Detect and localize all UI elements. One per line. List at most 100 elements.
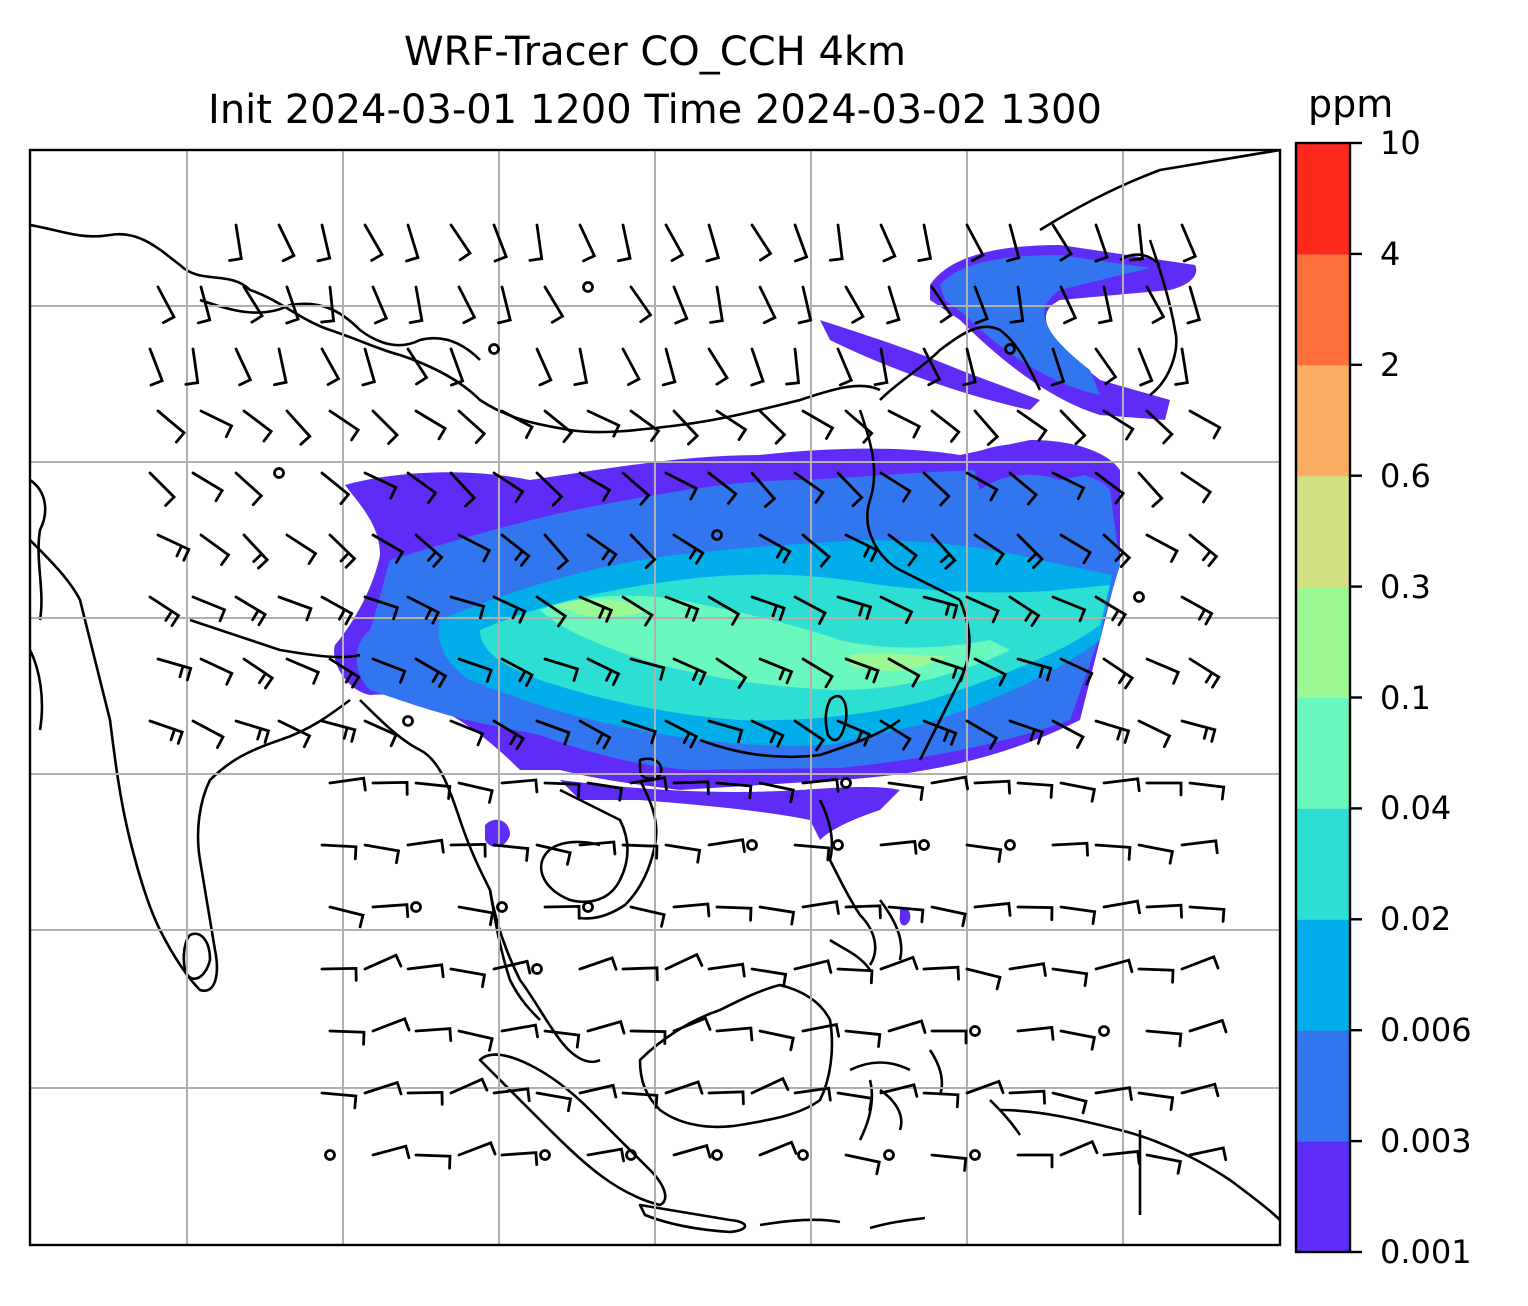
wind-barb xyxy=(707,838,746,853)
wind-barb xyxy=(629,285,653,324)
wind-barb xyxy=(1059,285,1078,325)
wind-barb xyxy=(1051,223,1073,262)
wind-barb xyxy=(535,595,568,628)
wind-barb xyxy=(328,905,365,929)
wind-barb xyxy=(1188,1146,1228,1162)
wind-barb xyxy=(242,533,270,570)
wind-barb xyxy=(1137,967,1175,984)
calm-wind-marker xyxy=(531,963,543,975)
wind-barb xyxy=(922,965,960,981)
plume-northeast-inner xyxy=(940,255,1150,395)
wind-barb xyxy=(750,719,785,748)
wind-barb xyxy=(1188,657,1221,689)
wind-barb xyxy=(873,347,889,386)
wind-barb xyxy=(758,409,787,445)
wind-barb xyxy=(836,595,873,620)
wind-barb xyxy=(408,285,424,324)
wind-barb xyxy=(879,223,897,263)
wind-barb xyxy=(750,471,777,508)
wind-barb xyxy=(242,285,264,324)
wind-barb xyxy=(277,595,313,622)
wind-barb xyxy=(285,533,318,565)
wind-barb xyxy=(965,1079,1005,1095)
coastline-vietnam xyxy=(579,779,658,920)
wind-barb xyxy=(879,595,914,625)
wind-barb xyxy=(1145,903,1183,919)
wind-barb xyxy=(1094,471,1126,505)
wind-barb xyxy=(922,595,959,619)
calm-wind-marker xyxy=(711,1149,723,1161)
calm-wind-marker xyxy=(273,467,285,479)
wind-barb xyxy=(887,1019,927,1034)
colorbar-tick-label: 4 xyxy=(1380,234,1401,273)
wind-barb xyxy=(1180,595,1214,626)
colorbar-band xyxy=(1296,919,1350,1031)
map-gridlines xyxy=(30,150,1280,1245)
wind-barb xyxy=(156,657,193,682)
wind-barb xyxy=(844,657,880,684)
coastline-indochina xyxy=(359,699,629,1021)
calm-wind-marker xyxy=(746,839,758,851)
wind-barb xyxy=(750,1076,790,1095)
wind-barb xyxy=(272,347,288,387)
wind-barb xyxy=(285,409,312,446)
wind-barb xyxy=(793,471,825,504)
wind-barb xyxy=(705,223,721,263)
wind-barb xyxy=(228,223,243,262)
colorbar-tick-label: 0.001 xyxy=(1380,1233,1472,1271)
coastline-maluku xyxy=(928,1049,1022,1136)
wind-barb xyxy=(1137,843,1175,865)
wind-barb xyxy=(148,471,177,507)
wind-barb xyxy=(1059,1139,1099,1157)
wind-barb xyxy=(1180,471,1213,504)
wind-barb xyxy=(586,1147,625,1163)
wind-barb xyxy=(664,843,702,864)
wind-barb xyxy=(371,409,400,445)
wind-barb xyxy=(371,285,389,325)
wind-barb xyxy=(320,843,358,861)
calm-wind-marker xyxy=(625,1149,637,1161)
colorbar-tick-label: 0.1 xyxy=(1380,678,1431,717)
wind-barb xyxy=(449,223,472,262)
wind-barb xyxy=(922,347,942,387)
wind-barb xyxy=(1008,471,1039,506)
wind-barb xyxy=(750,223,773,262)
wind-barb xyxy=(785,347,801,386)
coastline-sumatra xyxy=(478,1053,667,1207)
wind-barb xyxy=(750,347,765,387)
wind-barb xyxy=(1059,1029,1097,1051)
border-himalaya xyxy=(189,618,361,659)
wind-barb xyxy=(285,285,300,325)
colorbar-band xyxy=(1296,1141,1350,1253)
wind-barb xyxy=(1102,899,1141,915)
coastline-sulawesi xyxy=(849,1061,911,1141)
colorbar-tick-label: 10 xyxy=(1380,124,1421,162)
wind-barb xyxy=(492,223,508,263)
wind-barb xyxy=(578,223,597,263)
wind-barb xyxy=(277,223,296,263)
wind-barb xyxy=(1145,285,1166,324)
wind-barb xyxy=(750,595,786,621)
colorbar-band xyxy=(1296,697,1350,809)
wind-barb xyxy=(414,1153,452,1170)
wind-barb xyxy=(973,657,1008,687)
wind-barb xyxy=(1094,223,1109,263)
calm-wind-marker xyxy=(410,901,422,913)
wind-barb xyxy=(930,285,953,324)
wind-barb xyxy=(1059,533,1093,565)
wind-barb xyxy=(406,963,445,979)
wind-barb xyxy=(449,967,487,989)
wind-barb xyxy=(406,1090,444,1106)
wind-barb xyxy=(1051,595,1087,623)
wind-barb xyxy=(1180,955,1220,971)
wind-barb xyxy=(621,471,651,506)
wind-barb xyxy=(1008,1089,1046,1105)
wind-barb xyxy=(709,285,724,324)
wind-barb xyxy=(535,1091,573,1113)
wind-barb xyxy=(578,840,617,856)
wind-barb xyxy=(922,719,958,746)
wind-barb xyxy=(930,1029,968,1045)
wind-barb xyxy=(1094,1086,1133,1101)
wind-barb xyxy=(879,1083,919,1098)
wind-barb xyxy=(578,956,618,971)
